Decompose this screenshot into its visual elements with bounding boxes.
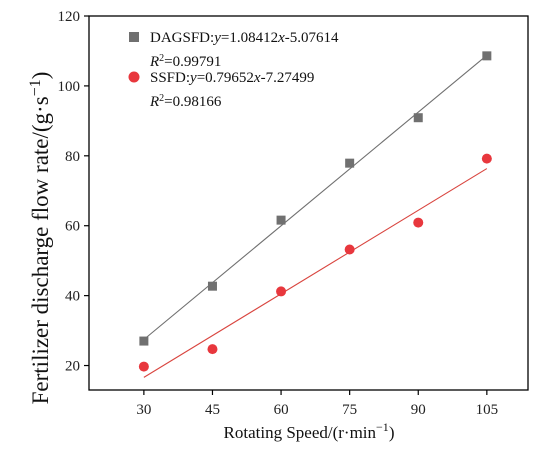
legend-marker-dagsfd bbox=[129, 32, 139, 42]
y-tick-label: 120 bbox=[58, 9, 81, 25]
data-point-dagsfd bbox=[345, 158, 355, 168]
data-point-ssfd bbox=[138, 361, 149, 372]
data-point-ssfd bbox=[276, 286, 287, 297]
legend-marker-ssfd bbox=[128, 71, 140, 83]
data-point-ssfd bbox=[344, 244, 355, 255]
fit-line-ssfd bbox=[143, 168, 488, 378]
x-tick-label: 75 bbox=[342, 402, 357, 418]
x-tick-label: 90 bbox=[411, 402, 426, 418]
plot-frame bbox=[88, 15, 529, 391]
axes: 30 45 60 75 90 105 20 40 60 80 100 120 bbox=[58, 9, 529, 418]
plot-area bbox=[138, 51, 492, 378]
x-tick-label: 30 bbox=[136, 402, 151, 418]
y-tick-label: 60 bbox=[65, 219, 80, 235]
legend: DAGSFD:y=1.08412x-5.07614 R2=0.99791SSFD:… bbox=[128, 30, 339, 111]
y-tick-label: 20 bbox=[65, 359, 80, 375]
data-point-dagsfd bbox=[207, 281, 217, 291]
data-point-dagsfd bbox=[413, 113, 423, 123]
y-tick-label: 100 bbox=[58, 79, 81, 95]
legend-equation-ssfd: SSFD:y=0.79652x-7.27499 bbox=[150, 70, 314, 86]
data-point-ssfd bbox=[481, 153, 492, 164]
y-tick-label: 80 bbox=[65, 149, 80, 165]
data-point-dagsfd bbox=[276, 215, 286, 225]
legend-r2-dagsfd: R2=0.99791 bbox=[149, 53, 221, 71]
x-axis-label: Rotating Speed/(r·min−1) bbox=[224, 420, 395, 442]
data-point-dagsfd bbox=[482, 51, 492, 61]
fit-line-dagsfd bbox=[143, 54, 488, 340]
legend-equation-dagsfd: DAGSFD:y=1.08412x-5.07614 bbox=[150, 30, 339, 46]
x-tick-label: 60 bbox=[274, 402, 289, 418]
legend-r2-ssfd: R2=0.98166 bbox=[149, 93, 222, 111]
data-point-dagsfd bbox=[139, 336, 149, 346]
y-tick-label: 40 bbox=[65, 289, 80, 305]
y-axis-label: Fertilizer discharge flow rate/(g·s−1) bbox=[27, 72, 54, 405]
data-point-ssfd bbox=[207, 344, 218, 355]
x-tick-label: 45 bbox=[205, 402, 220, 418]
data-point-ssfd bbox=[413, 217, 424, 228]
x-tick-label: 105 bbox=[476, 402, 499, 418]
